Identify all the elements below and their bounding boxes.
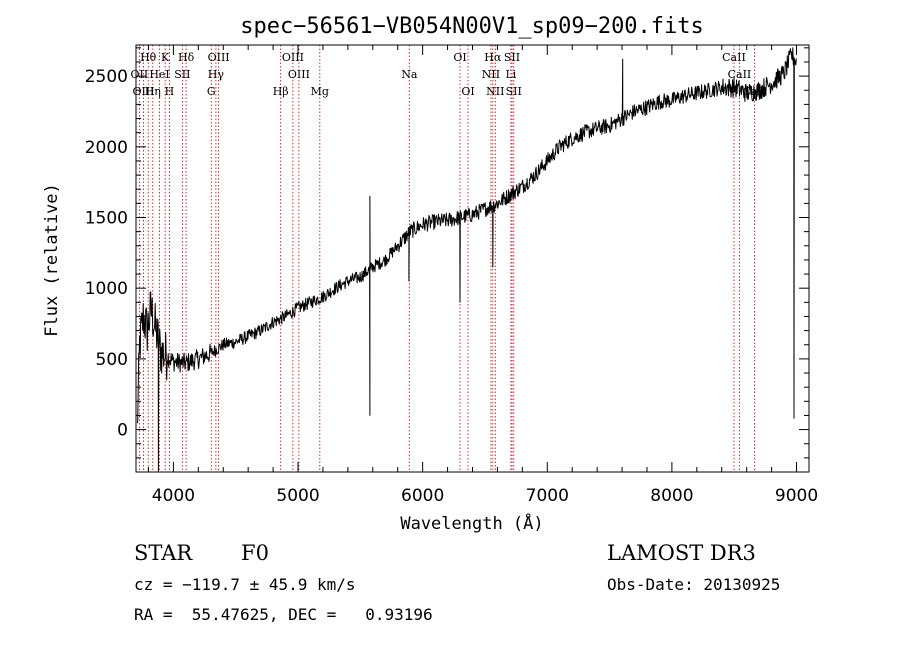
x-tick-label: 6000	[401, 486, 444, 506]
x-tick-label: 9000	[775, 486, 818, 506]
spectral-line-label: CaII	[722, 51, 746, 64]
redshift-text: cz = −119.7 ± 45.9 km/s	[134, 575, 356, 594]
spectral-line-label: G	[207, 85, 216, 98]
spectral-line-label: OIII	[282, 51, 304, 64]
spectral-line-label: Hβ	[273, 85, 289, 98]
spectral-line-label: OIII	[208, 51, 230, 64]
spectral-line-label: OIII	[132, 85, 154, 98]
spectral-line-label: SII	[506, 85, 522, 98]
spectral-line-label: K	[161, 51, 170, 64]
spectrum-series	[136, 47, 797, 473]
x-tick-label: 8000	[650, 486, 693, 506]
spectral-line-label: Hγ	[208, 68, 225, 81]
chart-title: spec−56561−VB054N00V1_sp09−200.fits	[240, 14, 704, 39]
object-subclass: F0	[241, 541, 269, 565]
spectral-line-label: CaII	[728, 68, 752, 81]
spectral-line-label: Hθ	[140, 51, 157, 64]
x-tick-label: 7000	[526, 486, 569, 506]
y-tick-label: 0	[117, 421, 128, 441]
x-tick-label: 4000	[152, 486, 195, 506]
coordinates-text: RA = 55.47625, DEC = 0.93196	[134, 605, 433, 624]
spectral-line-label: Mg	[311, 85, 329, 98]
spectrum-line	[136, 47, 797, 473]
obs-date-text: Obs-Date: 20130925	[607, 575, 780, 594]
spectral-line-label: HeI	[149, 68, 169, 81]
x-tick-label: 5000	[276, 486, 319, 506]
object-class: STAR	[134, 541, 193, 565]
spectral-line-label: NII	[486, 85, 504, 98]
y-tick-labels: 0 500 1000 1500 2000 2500	[85, 67, 128, 440]
axis-ticks	[136, 45, 809, 472]
spectral-line-label: OI	[461, 85, 474, 98]
spectral-line-label: NII	[482, 68, 500, 81]
y-tick-label: 2000	[85, 138, 128, 158]
spectral-line-label: Li	[505, 68, 516, 81]
y-tick-label: 1000	[85, 279, 128, 299]
survey-name: LAMOST DR3	[607, 541, 756, 565]
y-axis-label: Flux (relative)	[42, 183, 62, 337]
spectral-line-label: Hα	[484, 51, 502, 64]
spectral-line-label: OI	[453, 51, 466, 64]
y-tick-label: 500	[96, 350, 128, 370]
spectral-line-label: Hδ	[178, 51, 195, 64]
y-tick-label: 2500	[85, 67, 128, 87]
spectral-line-label: OII	[131, 68, 149, 81]
spectral-line-label: SII	[504, 51, 520, 64]
plot-frame	[135, 44, 810, 473]
spectral-line-label: Hη	[145, 85, 161, 98]
x-axis-label: Wavelength (Å)	[400, 512, 543, 534]
spectral-line-markers	[138, 45, 755, 472]
spectral-line-label: H	[165, 85, 175, 98]
x-tick-labels: 4000 5000 6000 7000 8000 9000	[152, 486, 818, 506]
spectral-line-label: OIII	[288, 68, 310, 81]
spectral-line-label: Na	[401, 68, 418, 81]
y-tick-label: 1500	[85, 208, 128, 228]
spectral-line-label: SII	[174, 68, 190, 81]
